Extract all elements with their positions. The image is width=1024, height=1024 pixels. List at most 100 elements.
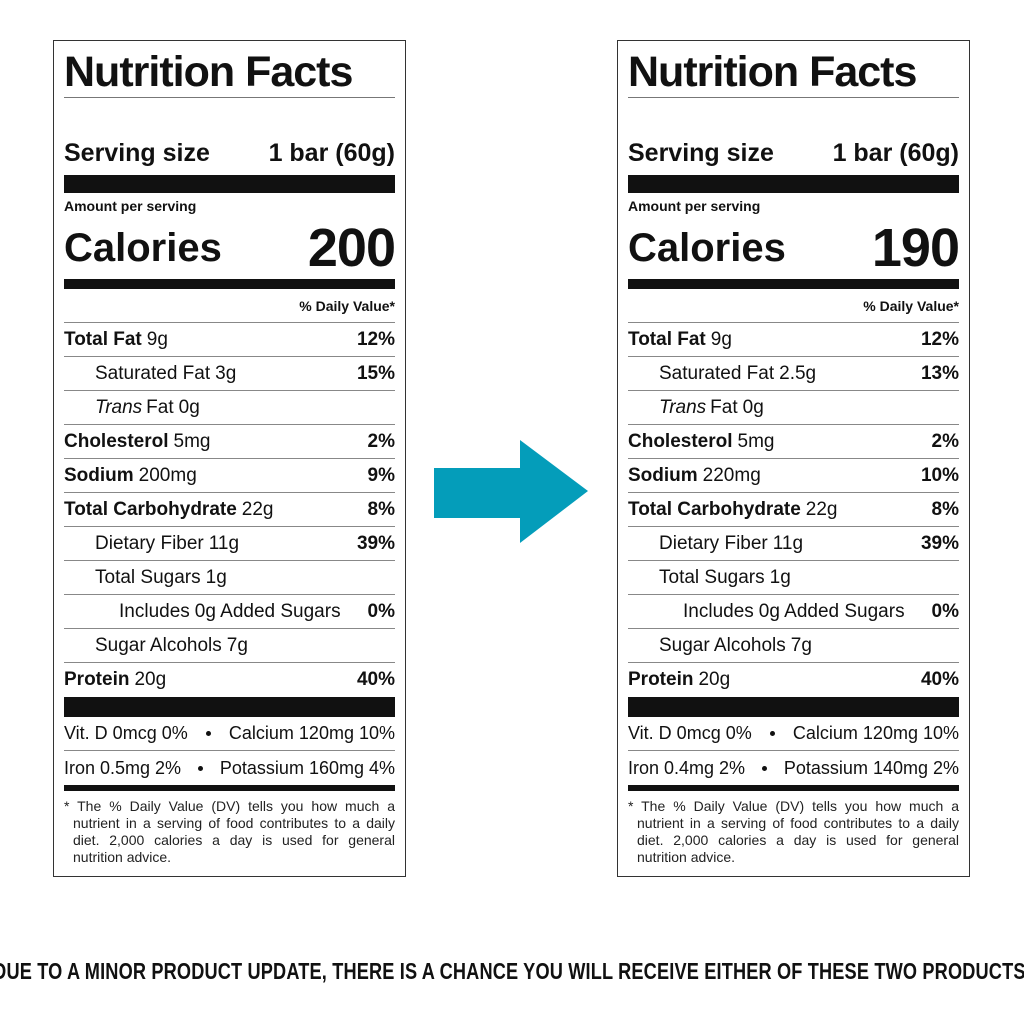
nutrient-name: Cholesterol bbox=[64, 430, 169, 452]
daily-value: 13% bbox=[920, 362, 959, 384]
nutrient-amount: 9g bbox=[710, 328, 732, 350]
thick-rule bbox=[64, 279, 395, 289]
nutrient-name: Saturated Fat bbox=[95, 362, 211, 384]
daily-value: 8% bbox=[931, 498, 959, 520]
nutrient-name: Dietary Fiber bbox=[95, 532, 204, 554]
nutrient-row: Total Carbohydrate 22g 8% bbox=[628, 493, 959, 527]
nutrient-amount: 2.5g bbox=[779, 362, 817, 384]
daily-value: 8% bbox=[367, 498, 395, 520]
serving-value: 1 bar (60g) bbox=[268, 139, 395, 167]
daily-value: 40% bbox=[356, 669, 395, 690]
thick-rule bbox=[64, 175, 395, 193]
nutrient-name: Includes bbox=[683, 600, 754, 622]
nutrient-name: Includes bbox=[119, 600, 190, 622]
vitamin: Iron 0.5mg 2% bbox=[64, 757, 182, 778]
bullet bbox=[205, 731, 211, 736]
nutrient-name: Sugar Alcohols bbox=[659, 634, 786, 656]
footnote: * The % Daily Value (DV) tells you how m… bbox=[628, 798, 959, 865]
nutrient-row: Total Sugars 1g bbox=[628, 561, 959, 595]
daily-value: 40% bbox=[920, 669, 959, 690]
daily-value: 0% bbox=[367, 600, 395, 622]
daily-value: 2% bbox=[367, 430, 395, 452]
thick-rule bbox=[64, 785, 395, 791]
nutrient-row: Includes 0g Added Sugars 0% bbox=[64, 595, 395, 629]
nutrient-row: Dietary Fiber 11g 39% bbox=[64, 527, 395, 561]
bullet bbox=[197, 765, 203, 771]
notice: DUE TO A MINOR PRODUCT UPDATE, THERE IS … bbox=[0, 958, 1024, 984]
nutrient-amount: 7g bbox=[226, 634, 248, 656]
thick-rule bbox=[628, 175, 959, 193]
nutrient-amount: 20g bbox=[698, 669, 731, 690]
thick-rule bbox=[628, 785, 959, 791]
nutrient-name: Total Sugars bbox=[95, 566, 201, 588]
daily-value: 12% bbox=[356, 328, 395, 350]
vitamin-row: Vit. D 0mcg 0% Calcium 120mg 10% bbox=[64, 717, 395, 751]
vitamin-row: Vit. D 0mcg 0% Calcium 120mg 10% bbox=[628, 717, 959, 751]
nutrient-row: Includes 0g Added Sugars 0% bbox=[628, 595, 959, 629]
nutrient-name: Sodium bbox=[64, 464, 134, 486]
nutrient-amount: 11g bbox=[772, 532, 804, 554]
nutrient-name: Sugar Alcohols bbox=[95, 634, 222, 656]
nutrient-amount: 20g bbox=[134, 669, 167, 690]
arrow bbox=[434, 440, 588, 543]
nutrient-row: Cholesterol 5mg 2% bbox=[628, 425, 959, 459]
vitamin: Iron 0.4mg 2% bbox=[628, 757, 746, 778]
nutrient-row: Total Sugars 1g bbox=[64, 561, 395, 595]
vitamin: Calcium 120mg 10% bbox=[792, 723, 959, 743]
nutrient-row: Total Carbohydrate 22g 8% bbox=[64, 493, 395, 527]
thick-rule bbox=[628, 697, 959, 717]
daily-value: 15% bbox=[356, 362, 395, 384]
daily-value: 2% bbox=[931, 430, 959, 452]
nutrient-amount: 9g bbox=[146, 328, 168, 350]
daily-value: 9% bbox=[367, 464, 395, 486]
calories-label: Calories bbox=[64, 225, 222, 270]
nutrient-name: Fat bbox=[710, 396, 738, 418]
nutrient-amount: 5mg bbox=[173, 430, 211, 452]
vitamin: Potassium 160mg 4% bbox=[219, 757, 395, 778]
vitamin-row: Iron 0.5mg 2% Potassium 160mg 4% bbox=[64, 751, 395, 785]
thick-rule bbox=[628, 279, 959, 289]
amount-per-serving: Amount per serving bbox=[64, 198, 197, 214]
calories-row: Calories 190 bbox=[628, 217, 960, 279]
nutrient-name: Total Fat bbox=[64, 328, 142, 350]
daily-value-header: % Daily Value* bbox=[64, 289, 395, 323]
nutrient-row: Saturated Fat 2.5g 13% bbox=[628, 357, 959, 391]
calories-value: 190 bbox=[871, 218, 960, 278]
nutrient-name: Dietary Fiber bbox=[659, 532, 768, 554]
daily-value: 39% bbox=[920, 532, 959, 554]
nutrient-name: Protein bbox=[64, 669, 130, 690]
nutrient-amount: 1g bbox=[205, 566, 227, 588]
nutrient-row: Sugar Alcohols 7g bbox=[628, 629, 959, 663]
bullet bbox=[769, 731, 775, 736]
nutrient-name: Protein bbox=[628, 669, 694, 690]
nutrient-row: Sodium 200mg 9% bbox=[64, 459, 395, 493]
nutrient-row: Total Fat 9g 12% bbox=[64, 323, 395, 357]
serving-label: Serving size bbox=[628, 139, 774, 167]
nutrient-name-italic: Trans bbox=[95, 396, 143, 418]
nutrient-amount: 0g bbox=[178, 396, 200, 418]
nutrient-row: Sugar Alcohols 7g bbox=[64, 629, 395, 663]
nutrient-row: Protein 20g 40% bbox=[64, 663, 395, 697]
nutrient-name: Fat bbox=[146, 396, 174, 418]
nutrient-row: Trans Fat 0g bbox=[64, 391, 395, 425]
nutrient-amount: 0g bbox=[742, 396, 764, 418]
label-title: Nutrition Facts bbox=[628, 41, 959, 98]
serving-value: 1 bar (60g) bbox=[832, 139, 959, 167]
nutrient-name: Cholesterol bbox=[628, 430, 733, 452]
nutrient-row: Cholesterol 5mg 2% bbox=[64, 425, 395, 459]
nutrient-row: Protein 20g 40% bbox=[628, 663, 959, 697]
nutrient-name: Sodium bbox=[628, 464, 698, 486]
nutrient-row: Dietary Fiber 11g 39% bbox=[628, 527, 959, 561]
nutrient-row: Total Fat 9g 12% bbox=[628, 323, 959, 357]
nutrient-row: Sodium 220mg 10% bbox=[628, 459, 959, 493]
footnote: * The % Daily Value (DV) tells you how m… bbox=[64, 798, 395, 865]
vitamin: Potassium 140mg 2% bbox=[783, 757, 959, 778]
amount-per-serving: Amount per serving bbox=[628, 198, 761, 214]
nutrient-amount: 3g bbox=[215, 362, 237, 384]
nutrient-amount: 7g bbox=[790, 634, 812, 656]
nutrient-amount: 22g bbox=[805, 498, 838, 520]
nutrient-amount: 0g Added Sugars bbox=[194, 600, 341, 622]
nutrition-label: Nutrition Facts Serving size 1 bar (60g) Am… bbox=[617, 40, 970, 877]
daily-value: 10% bbox=[920, 464, 959, 486]
